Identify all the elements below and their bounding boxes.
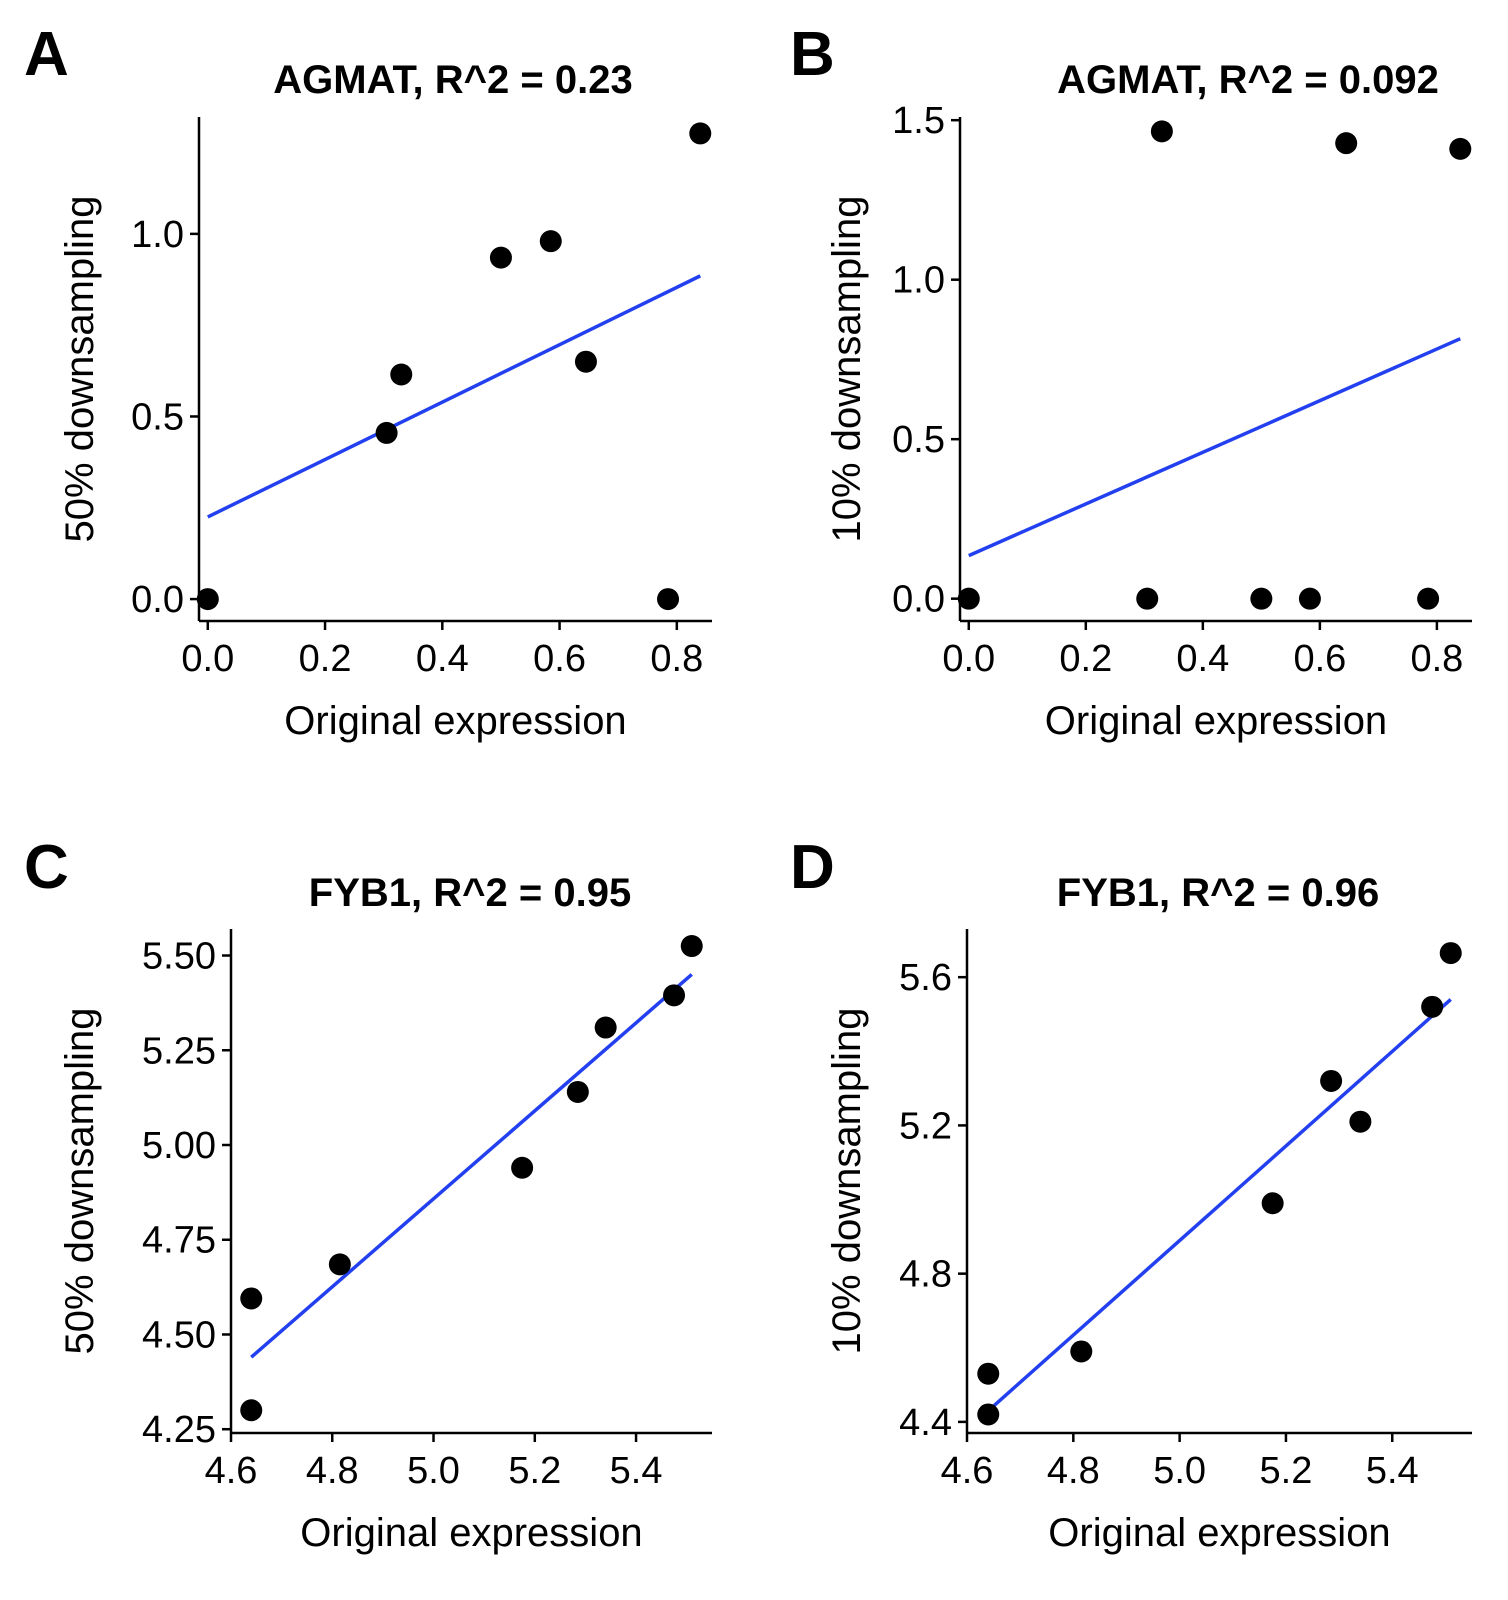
x-tick-label: 0.4: [1176, 638, 1229, 680]
y-tick-label: 1.5: [892, 100, 945, 142]
x-tick-label: 4.8: [1047, 1450, 1100, 1492]
panel-a: A AGMAT, R^2 = 0.23 0.0 0.2 0.4 0.6 0.8 0.0 0.5 1…: [24, 20, 712, 743]
data-point: [1250, 587, 1273, 610]
data-point: [1136, 587, 1159, 610]
regression-line: [250, 973, 693, 1359]
x-tick-label: 4.6: [941, 1450, 994, 1492]
data-point: [511, 1156, 534, 1179]
y-axis-label: 10% downsampling: [825, 196, 869, 543]
x-tick-label: 0.8: [650, 638, 703, 680]
y-tick-label: 0.5: [892, 419, 945, 461]
panel-b: B AGMAT, R^2 = 0.092 0.0 0.2 0.4 0.6 0.8 0.0 0.5…: [790, 20, 1472, 743]
y-tick-label: 4.50: [142, 1314, 216, 1356]
data-point: [1150, 120, 1173, 143]
y-tick-label: 5.6: [899, 957, 952, 999]
panel-letter: B: [790, 20, 835, 89]
x-tick-label: 0.8: [1410, 638, 1463, 680]
x-axis-label: Original expression: [1048, 1511, 1390, 1555]
y-tick-label: 5.2: [899, 1105, 952, 1147]
y-tick-label: 4.25: [142, 1409, 216, 1451]
data-point: [1335, 132, 1358, 155]
data-point: [1449, 137, 1472, 160]
panel-letter: C: [24, 833, 69, 902]
data-point: [489, 246, 512, 269]
panel-c: C FYB1, R^2 = 0.95 4.6 4.8 5.0 5.2 5.4 4.25 4.50…: [24, 833, 712, 1555]
x-tick-label: 4.8: [306, 1450, 359, 1492]
data-point: [566, 1080, 589, 1103]
x-tick-label: 4.6: [205, 1450, 258, 1492]
panel-letter: D: [790, 833, 835, 902]
data-point: [390, 363, 413, 386]
y-axis-label: 50% downsampling: [58, 1008, 102, 1355]
regression-line: [207, 274, 702, 519]
data-point: [977, 1362, 1000, 1385]
data-point: [657, 588, 680, 611]
y-tick-label: 5.00: [142, 1125, 216, 1167]
x-tick-label: 0.0: [942, 638, 995, 680]
y-tick-label: 0.0: [892, 579, 945, 621]
data-point: [1349, 1110, 1372, 1133]
data-point: [957, 587, 980, 610]
data-point: [196, 588, 219, 611]
data-point: [375, 421, 398, 444]
chart-title: AGMAT, R^2 = 0.23: [273, 58, 632, 102]
y-tick-label: 0.0: [131, 579, 184, 621]
data-point: [240, 1399, 263, 1422]
data-point: [240, 1287, 263, 1310]
data-point: [1261, 1192, 1284, 1215]
data-point: [977, 1403, 1000, 1426]
data-point: [1439, 942, 1462, 965]
x-axis-label: Original expression: [300, 1511, 642, 1555]
x-tick-label: 5.0: [1153, 1450, 1206, 1492]
data-point: [1070, 1340, 1093, 1363]
y-axis-label: 50% downsampling: [58, 196, 102, 543]
x-tick-label: 5.0: [407, 1450, 460, 1492]
data-point: [1417, 587, 1440, 610]
y-tick-label: 4.75: [142, 1220, 216, 1262]
x-tick-label: 5.2: [508, 1450, 561, 1492]
data-point: [1421, 995, 1444, 1018]
panel-d: D FYB1, R^2 = 0.96 4.6 4.8 5.0 5.2 5.4 4.4 4.8 5.…: [790, 833, 1472, 1555]
x-tick-label: 5.4: [1366, 1450, 1419, 1492]
x-tick-label: 0.0: [181, 638, 234, 680]
y-tick-label: 4.8: [899, 1254, 952, 1296]
x-tick-label: 0.6: [533, 638, 586, 680]
y-tick-label: 4.4: [899, 1402, 952, 1444]
x-tick-label: 0.4: [416, 638, 469, 680]
panel-letter: A: [24, 20, 69, 89]
x-axis-label: Original expression: [284, 699, 626, 743]
chart-title: FYB1, R^2 = 0.95: [309, 871, 631, 915]
x-axis-label: Original expression: [1045, 699, 1387, 743]
regression-line: [968, 337, 1462, 558]
data-point: [689, 122, 712, 145]
x-tick-label: 5.2: [1260, 1450, 1313, 1492]
regression-line: [987, 998, 1452, 1413]
data-point: [328, 1253, 351, 1276]
x-tick-label: 0.2: [299, 638, 352, 680]
y-tick-label: 1.0: [892, 260, 945, 302]
y-axis-label: 10% downsampling: [825, 1008, 869, 1355]
data-point: [680, 935, 703, 958]
chart-title: FYB1, R^2 = 0.96: [1057, 871, 1379, 915]
x-tick-label: 0.6: [1293, 638, 1346, 680]
data-point: [1320, 1069, 1343, 1092]
data-point: [594, 1016, 617, 1039]
x-tick-label: 5.4: [610, 1450, 663, 1492]
chart-title: AGMAT, R^2 = 0.092: [1057, 58, 1439, 102]
y-tick-label: 5.50: [142, 936, 216, 978]
data-point: [1298, 587, 1321, 610]
data-point: [663, 984, 686, 1007]
y-tick-label: 5.25: [142, 1030, 216, 1072]
x-tick-label: 0.2: [1059, 638, 1112, 680]
data-point: [574, 350, 597, 373]
y-tick-label: 0.5: [131, 396, 184, 438]
data-point: [539, 230, 562, 253]
y-tick-label: 1.0: [131, 214, 184, 256]
